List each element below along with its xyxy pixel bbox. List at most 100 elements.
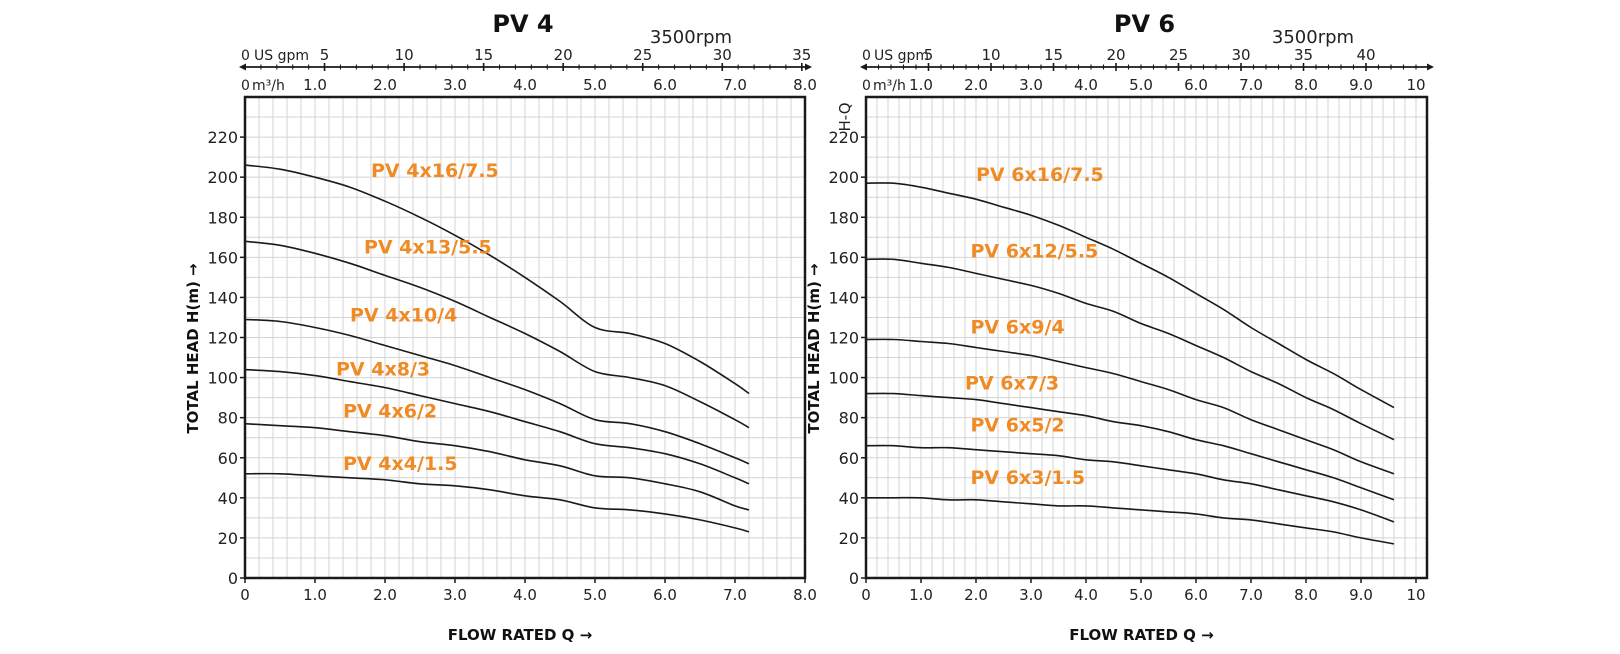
series-curve (244, 318, 750, 465)
y-axis-title: TOTAL HEAD H(m) → (805, 263, 823, 433)
y-tick-label: 60 (839, 449, 859, 468)
speed-label: 3500rpm (650, 27, 732, 48)
x-tick-label: 5.0 (1129, 586, 1153, 604)
y-tick-label: 220 (207, 128, 238, 147)
series-curve (865, 258, 1395, 441)
x-tick-label: 1.0 (303, 586, 327, 604)
y-tick-label: 20 (218, 529, 238, 548)
gpm-tick-label: 10 (395, 46, 414, 64)
top-x-tick-label: 4.0 (513, 76, 537, 94)
gpm-unit-label: US gpm (874, 48, 929, 64)
speed-label: 3500rpm (1272, 27, 1354, 48)
top-x-tick-label: 1.0 (909, 76, 933, 94)
x-tick-label: 4.0 (513, 586, 537, 604)
top-x-tick-label: 1.0 (303, 76, 327, 94)
series-label: PV 4x13/5.5 (364, 236, 492, 258)
series-curve (244, 164, 750, 395)
x-tick-label: 8.0 (1294, 586, 1318, 604)
y-tick-label: 120 (828, 329, 859, 348)
gpm-axis-arrow-left (239, 63, 246, 71)
y-tick-label: 160 (207, 248, 238, 267)
y-tick-label: 100 (207, 369, 238, 388)
gpm-tick-label: 30 (1231, 46, 1250, 64)
x-tick-label: 1.0 (909, 586, 933, 604)
x-tick-label: 9.0 (1349, 586, 1373, 604)
series-label: PV 6x9/4 (971, 316, 1065, 338)
x-tick-label: 4.0 (1074, 586, 1098, 604)
top-x-zero-label: 0 (241, 78, 250, 94)
y-tick-label: 80 (218, 409, 238, 428)
x-tick-label: 6.0 (653, 586, 677, 604)
gpm-tick-label: 25 (1169, 46, 1188, 64)
x-tick-label: 6.0 (1184, 586, 1208, 604)
top-x-tick-label: 3.0 (1019, 76, 1043, 94)
gpm-tick-label: 35 (792, 46, 811, 64)
top-x-unit-label: m³/h (252, 78, 285, 94)
series-label: PV 4x10/4 (350, 304, 457, 326)
x-tick-label: 5.0 (583, 586, 607, 604)
y-tick-label: 180 (828, 208, 859, 227)
top-x-tick-label: 7.0 (1239, 76, 1263, 94)
top-x-tick-label: 4.0 (1074, 76, 1098, 94)
gpm-tick-label: 25 (633, 46, 652, 64)
hq-label: H-Q (836, 102, 854, 131)
gpm-axis-arrow-left (860, 63, 867, 71)
y-axis-title: TOTAL HEAD H(m) → (184, 263, 202, 433)
top-x-unit-label: m³/h (873, 78, 906, 94)
series-curve (865, 182, 1395, 409)
grid (245, 97, 805, 578)
series-curve (244, 368, 750, 485)
top-x-tick-label: 7.0 (723, 76, 747, 94)
series-curve (865, 392, 1395, 501)
series-label: PV 4x16/7.5 (371, 160, 499, 182)
gpm-tick-label: 20 (1106, 46, 1125, 64)
gpm-zero-label: 0 (862, 48, 871, 64)
y-tick-label: 140 (828, 288, 859, 307)
chart-title: PV 6 (1114, 10, 1175, 38)
series-label: PV 4x8/3 (336, 359, 430, 381)
series-curve (866, 496, 1395, 545)
gpm-axis-arrow-right (1427, 63, 1434, 71)
x-tick-label: 2.0 (964, 586, 988, 604)
y-tick-label: 200 (828, 168, 859, 187)
x-tick-label: 2.0 (373, 586, 397, 604)
gpm-unit-label: US gpm (254, 48, 309, 64)
x-tick-label: 0 (861, 586, 871, 604)
series-curve (244, 422, 750, 511)
chart-title: PV 4 (492, 10, 553, 38)
y-tick-label: 160 (828, 248, 859, 267)
gpm-tick-label: 35 (1294, 46, 1313, 64)
y-tick-label: 180 (207, 208, 238, 227)
top-x-tick-label: 2.0 (964, 76, 988, 94)
series-label: PV 4x4/1.5 (343, 453, 458, 475)
series-label: PV 6x7/3 (965, 373, 1059, 395)
top-x-tick-label: 8.0 (793, 76, 817, 94)
series-label: PV 6x3/1.5 (971, 467, 1086, 489)
y-tick-label: 200 (207, 168, 238, 187)
x-tick-label: 0 (240, 586, 250, 604)
top-x-zero-label: 0 (862, 78, 871, 94)
y-tick-label: 40 (839, 489, 859, 508)
top-x-tick-label: 6.0 (653, 76, 677, 94)
series-curve (865, 338, 1395, 475)
y-tick-label: 40 (218, 489, 238, 508)
x-tick-label: 8.0 (793, 586, 817, 604)
gpm-zero-label: 0 (241, 48, 250, 64)
gpm-tick-label: 40 (1356, 46, 1375, 64)
x-tick-label: 7.0 (723, 586, 747, 604)
y-tick-label: 140 (207, 288, 238, 307)
y-tick-label: 0 (228, 569, 238, 588)
series-curve (244, 240, 750, 429)
top-x-tick-label: 5.0 (1129, 76, 1153, 94)
x-tick-label: 7.0 (1239, 586, 1263, 604)
gpm-tick-label: 10 (981, 46, 1000, 64)
top-x-tick-label: 8.0 (1294, 76, 1318, 94)
gpm-tick-label: 20 (554, 46, 573, 64)
y-tick-label: 60 (218, 449, 238, 468)
x-tick-label: 3.0 (443, 586, 467, 604)
gpm-tick-label: 5 (924, 46, 934, 64)
top-x-tick-label: 6.0 (1184, 76, 1208, 94)
